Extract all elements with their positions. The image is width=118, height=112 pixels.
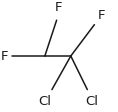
Text: F: F bbox=[55, 1, 63, 14]
Text: Cl: Cl bbox=[38, 95, 51, 108]
Text: F: F bbox=[1, 50, 8, 62]
Text: Cl: Cl bbox=[86, 95, 99, 108]
Text: F: F bbox=[98, 9, 105, 22]
